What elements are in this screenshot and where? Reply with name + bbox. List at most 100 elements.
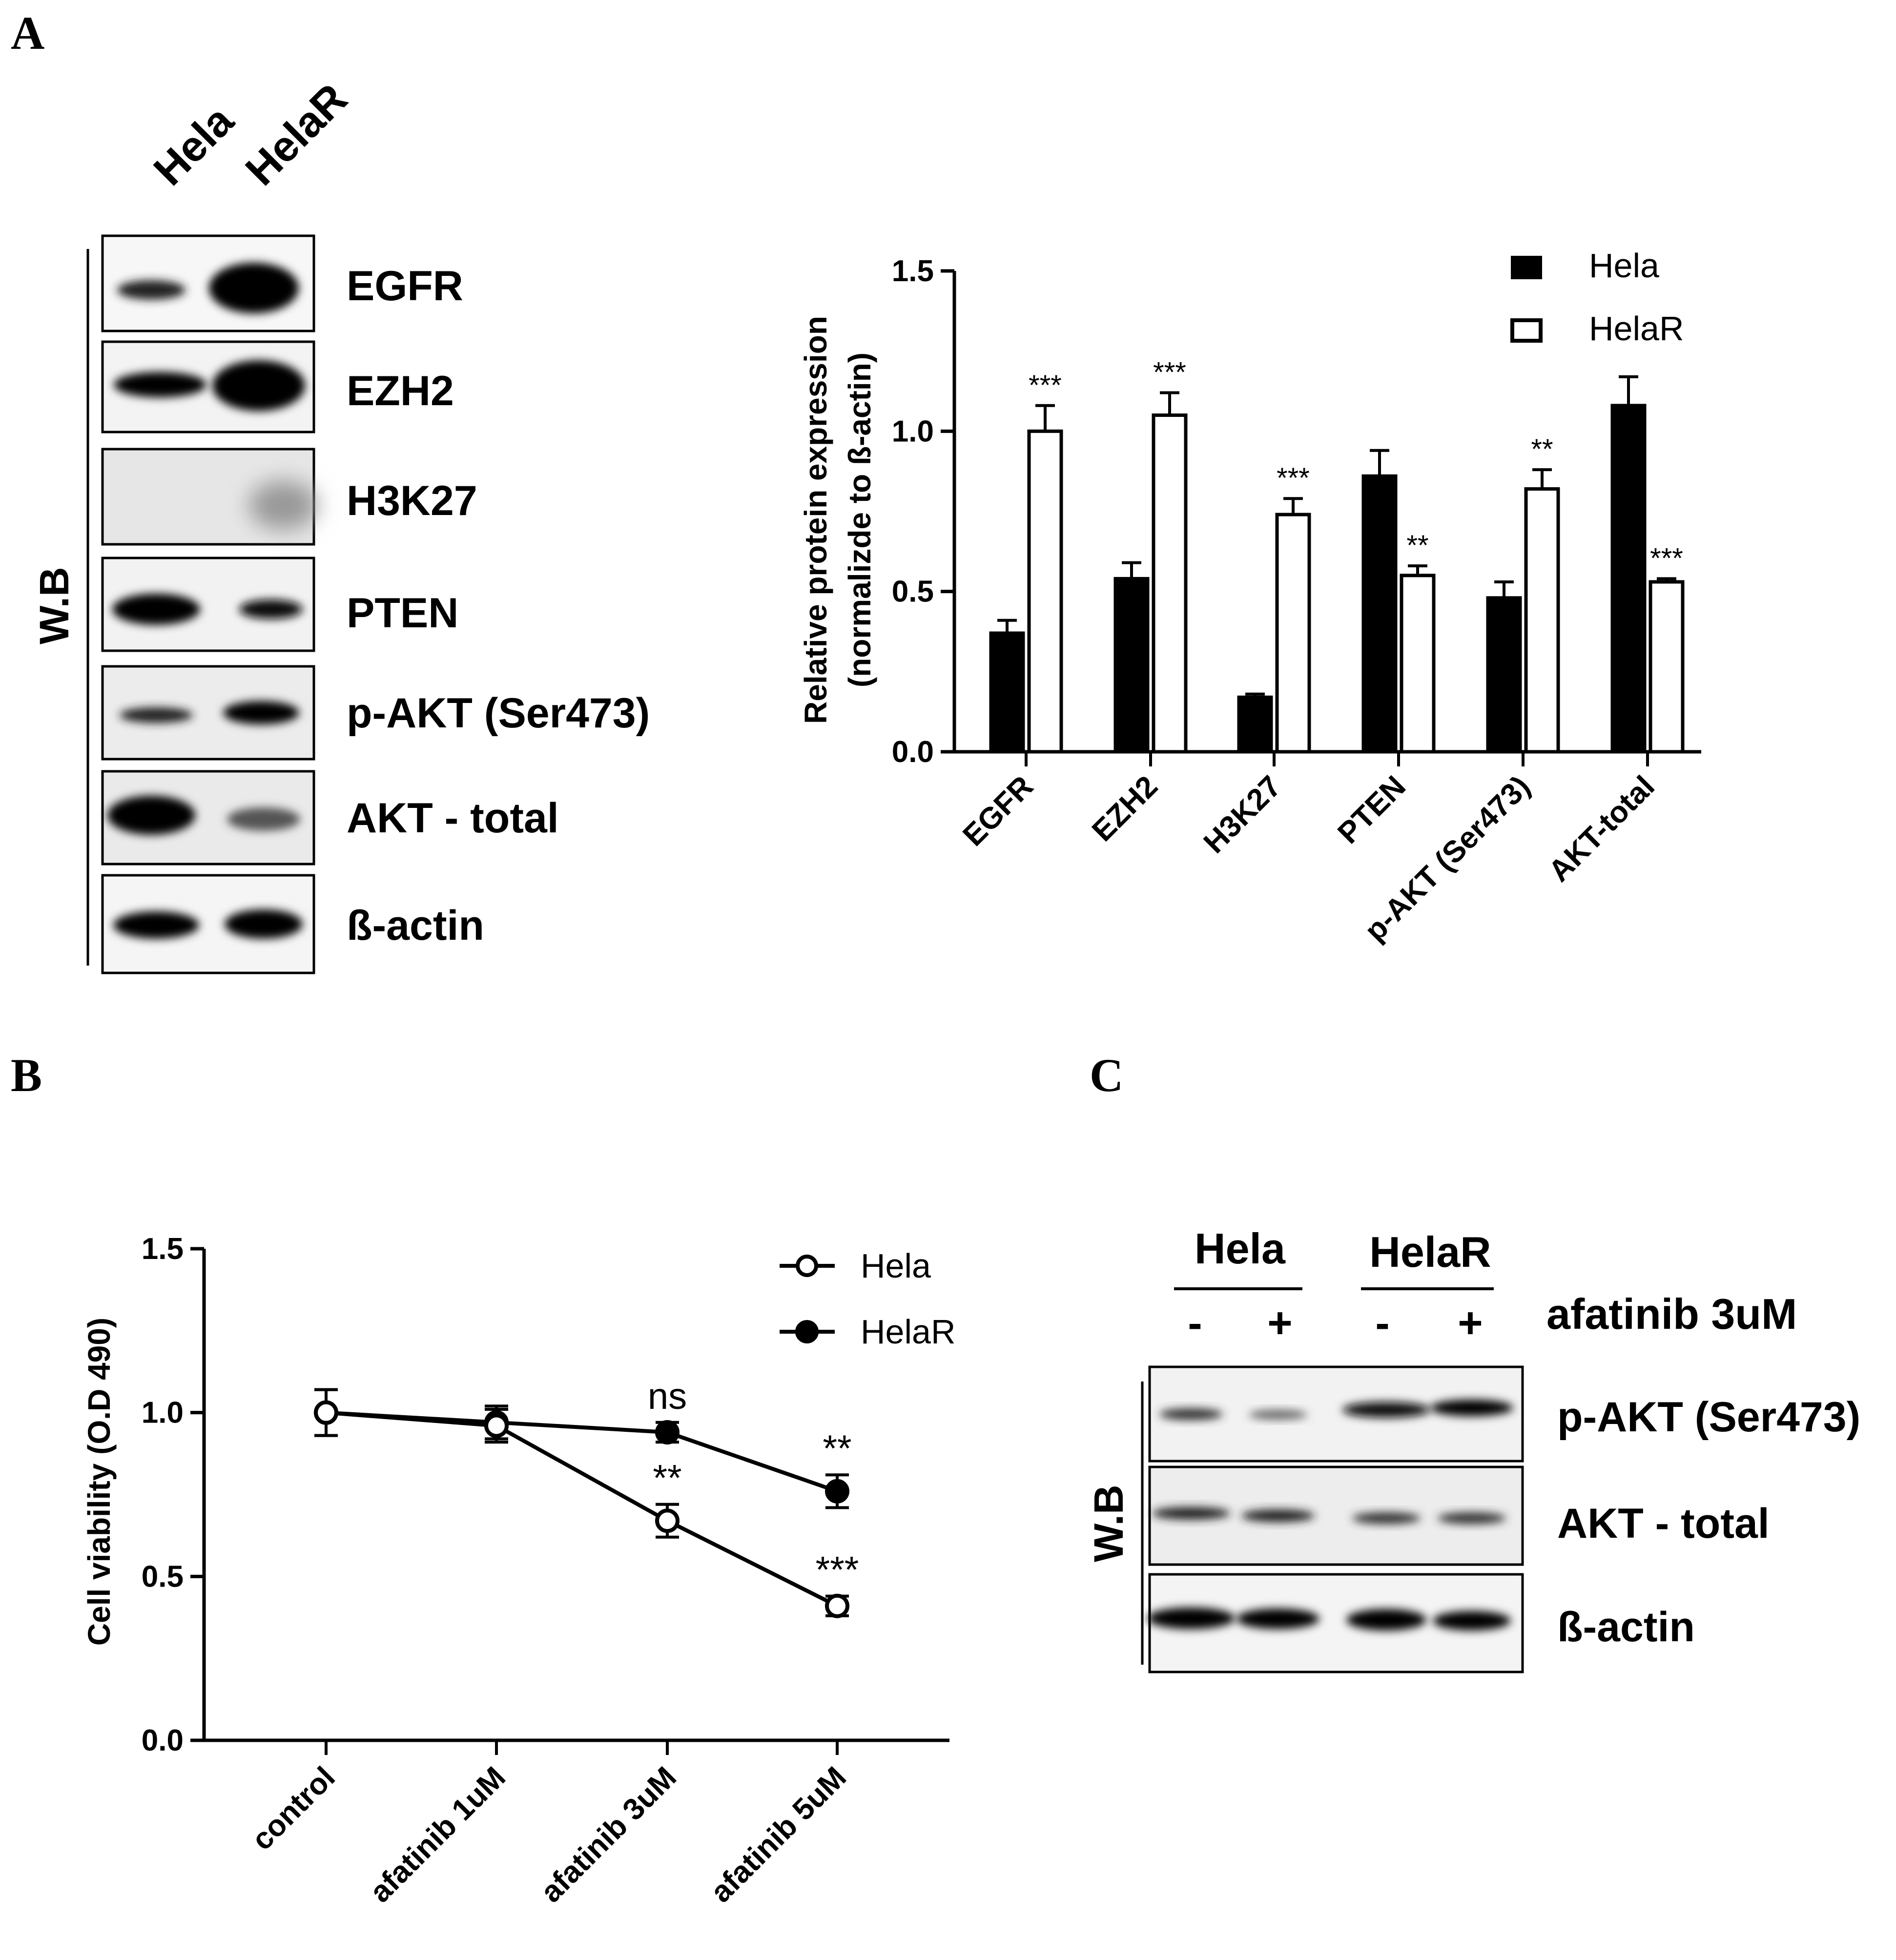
line-significance-helar-afatinib-3um: ns bbox=[648, 1376, 687, 1417]
panel-letter-b: B bbox=[11, 1049, 42, 1101]
line-point-hela-afatinib-3um bbox=[655, 1508, 680, 1533]
bar-hela-akt-total bbox=[1610, 404, 1647, 754]
bar-helar-akt-total bbox=[1649, 580, 1685, 754]
line-series-hela bbox=[326, 1410, 838, 1608]
bar-category-h3k27: H3K27 bbox=[1197, 769, 1288, 860]
blot-label-akt-total: AKT - total bbox=[347, 795, 559, 842]
bar-hela-ezh2 bbox=[1113, 577, 1150, 754]
bar-helar-p-akt-ser473 bbox=[1524, 487, 1560, 754]
legend-marker-helar bbox=[795, 1320, 819, 1343]
bar-y-axis-title-line1: Relative protein expression bbox=[798, 316, 833, 724]
blot-label-pten: PTEN bbox=[347, 590, 458, 637]
bar-significance-egfr: *** bbox=[1029, 370, 1062, 401]
bar-y-axis-title: Relative protein expression (normalizde … bbox=[798, 316, 877, 724]
bar-significance-pten: ** bbox=[1406, 530, 1428, 561]
line-y-tick-label: 1.5 bbox=[142, 1232, 184, 1266]
bar-significance-p-akt-ser473: ** bbox=[1531, 433, 1553, 465]
line-point-hela-control bbox=[314, 1400, 338, 1425]
line-legend-label-helar: HelaR bbox=[861, 1313, 956, 1351]
legend-marker-hela bbox=[796, 1255, 818, 1277]
blot-c-p-akt bbox=[1148, 1365, 1524, 1463]
panel-a-bar-chart: Relative protein expression (normalizde … bbox=[798, 247, 1701, 948]
sign-lane-2: + bbox=[1267, 1299, 1292, 1347]
lane-label-helar: HelaR bbox=[236, 74, 356, 194]
line-y-axis-title: Cell viability (O.D 490) bbox=[82, 1318, 117, 1646]
sign-lane-4: + bbox=[1458, 1299, 1483, 1347]
bar-helar-egfr bbox=[1027, 429, 1063, 754]
blot-beta-actin bbox=[101, 874, 315, 974]
bar-category-akt-total: AKT-total bbox=[1542, 769, 1661, 888]
panel-b-line-chart: Cell viability (O.D 490) Hela HelaR 0.0 0… bbox=[82, 1232, 956, 1909]
blot-label-p-akt: p-AKT (Ser473) bbox=[347, 690, 650, 737]
line-significance-hela-afatinib-5um: *** bbox=[816, 1549, 859, 1591]
bar-significance-ezh2: *** bbox=[1153, 357, 1186, 389]
legend-swatch-helar bbox=[1510, 318, 1543, 343]
line-point-hela-afatinib-1um bbox=[484, 1413, 509, 1438]
blot-h3k27 bbox=[101, 448, 317, 546]
bar-hela-p-akt-ser473 bbox=[1486, 596, 1522, 754]
bar-helar-ezh2 bbox=[1152, 413, 1188, 754]
line-y-tick-label: 1.0 bbox=[142, 1396, 184, 1430]
line-legend: Hela HelaR bbox=[780, 1247, 956, 1351]
bar-y-tick-label: 0.5 bbox=[892, 575, 934, 609]
blot-c-beta-actin bbox=[1147, 1573, 1524, 1673]
line-category-control: control bbox=[246, 1760, 342, 1857]
legend-swatch-hela bbox=[1511, 256, 1542, 279]
lane-label-hela: Hela bbox=[144, 96, 243, 194]
blot-c-akt-total bbox=[1148, 1465, 1524, 1566]
group-label-hela: Hela bbox=[1195, 1224, 1286, 1273]
blot-egfr bbox=[101, 234, 315, 332]
blot-c-label-akt-total: AKT - total bbox=[1557, 1500, 1770, 1547]
line-significance-hela-afatinib-3um: ** bbox=[653, 1458, 681, 1499]
group-label-helar: HelaR bbox=[1369, 1228, 1491, 1276]
line-category-afatinib-5um: afatinib 5uM bbox=[704, 1760, 853, 1909]
bar-helar-pten bbox=[1400, 574, 1436, 754]
blot-label-ezh2: EZH2 bbox=[347, 368, 454, 414]
panel-letter-a: A bbox=[11, 7, 44, 59]
panel-a-western-blot: Hela HelaR W.B EGFR EZH2 H3K27 bbox=[31, 74, 650, 974]
panel-c-western-blot: Hela HelaR - + - + afatinib 3uM W.B p-AK… bbox=[1086, 1224, 1860, 1673]
bar-y-tick-label: 1.0 bbox=[892, 414, 934, 448]
bar-significance-h3k27: *** bbox=[1277, 462, 1310, 494]
line-legend-label-hela: Hela bbox=[861, 1247, 931, 1285]
line-category-afatinib-1um: afatinib 1uM bbox=[363, 1760, 512, 1909]
bar-hela-egfr bbox=[989, 631, 1025, 754]
treatment-label: afatinib 3uM bbox=[1546, 1290, 1797, 1338]
wb-label-c: W.B bbox=[1086, 1485, 1132, 1562]
bar-category-pten: PTEN bbox=[1331, 769, 1412, 850]
bar-helar-h3k27 bbox=[1275, 513, 1311, 754]
bar-y-tick-label: 0.0 bbox=[892, 735, 934, 769]
bar-y-axis-title-line2: (normalizde to ß-actin) bbox=[842, 352, 877, 687]
blot-label-h3k27: H3K27 bbox=[347, 477, 477, 524]
bar-hela-pten bbox=[1361, 474, 1398, 754]
blot-ezh2 bbox=[101, 340, 315, 433]
line-y-tick-label: 0.5 bbox=[142, 1560, 184, 1593]
blot-label-egfr: EGFR bbox=[347, 263, 463, 309]
line-series-helar bbox=[326, 1410, 838, 1493]
line-y-tick-label: 0.0 bbox=[142, 1724, 184, 1757]
wb-label: W.B bbox=[31, 567, 77, 644]
line-significance-helar-afatinib-5um: ** bbox=[823, 1428, 851, 1469]
blot-p-akt bbox=[101, 665, 315, 761]
bar-significance-akt-total: *** bbox=[1650, 542, 1683, 574]
bar-y-tick-label: 1.5 bbox=[892, 254, 934, 288]
bar-category-ezh2: EZH2 bbox=[1086, 769, 1164, 848]
legend-label-hela: Hela bbox=[1589, 247, 1659, 285]
blot-c-label-p-akt: p-AKT (Ser473) bbox=[1557, 1394, 1860, 1441]
panel-letter-c: C bbox=[1090, 1049, 1123, 1101]
blot-label-beta-actin: ß-actin bbox=[347, 902, 484, 949]
bar-hela-h3k27 bbox=[1237, 695, 1273, 754]
line-category-afatinib-3um: afatinib 3uM bbox=[534, 1760, 683, 1909]
blot-c-label-beta-actin: ß-actin bbox=[1557, 1604, 1695, 1651]
sign-lane-1: - bbox=[1188, 1299, 1202, 1347]
legend-label-helar: HelaR bbox=[1589, 309, 1684, 348]
bar-category-egfr: EGFR bbox=[956, 769, 1040, 853]
blot-akt-total bbox=[101, 770, 315, 866]
line-point-helar-afatinib-3um bbox=[655, 1420, 680, 1444]
blot-pten bbox=[101, 557, 315, 652]
line-point-hela-afatinib-5um bbox=[825, 1593, 849, 1618]
line-point-helar-afatinib-5um bbox=[825, 1479, 849, 1504]
bar-legend: Hela HelaR bbox=[1510, 247, 1684, 348]
